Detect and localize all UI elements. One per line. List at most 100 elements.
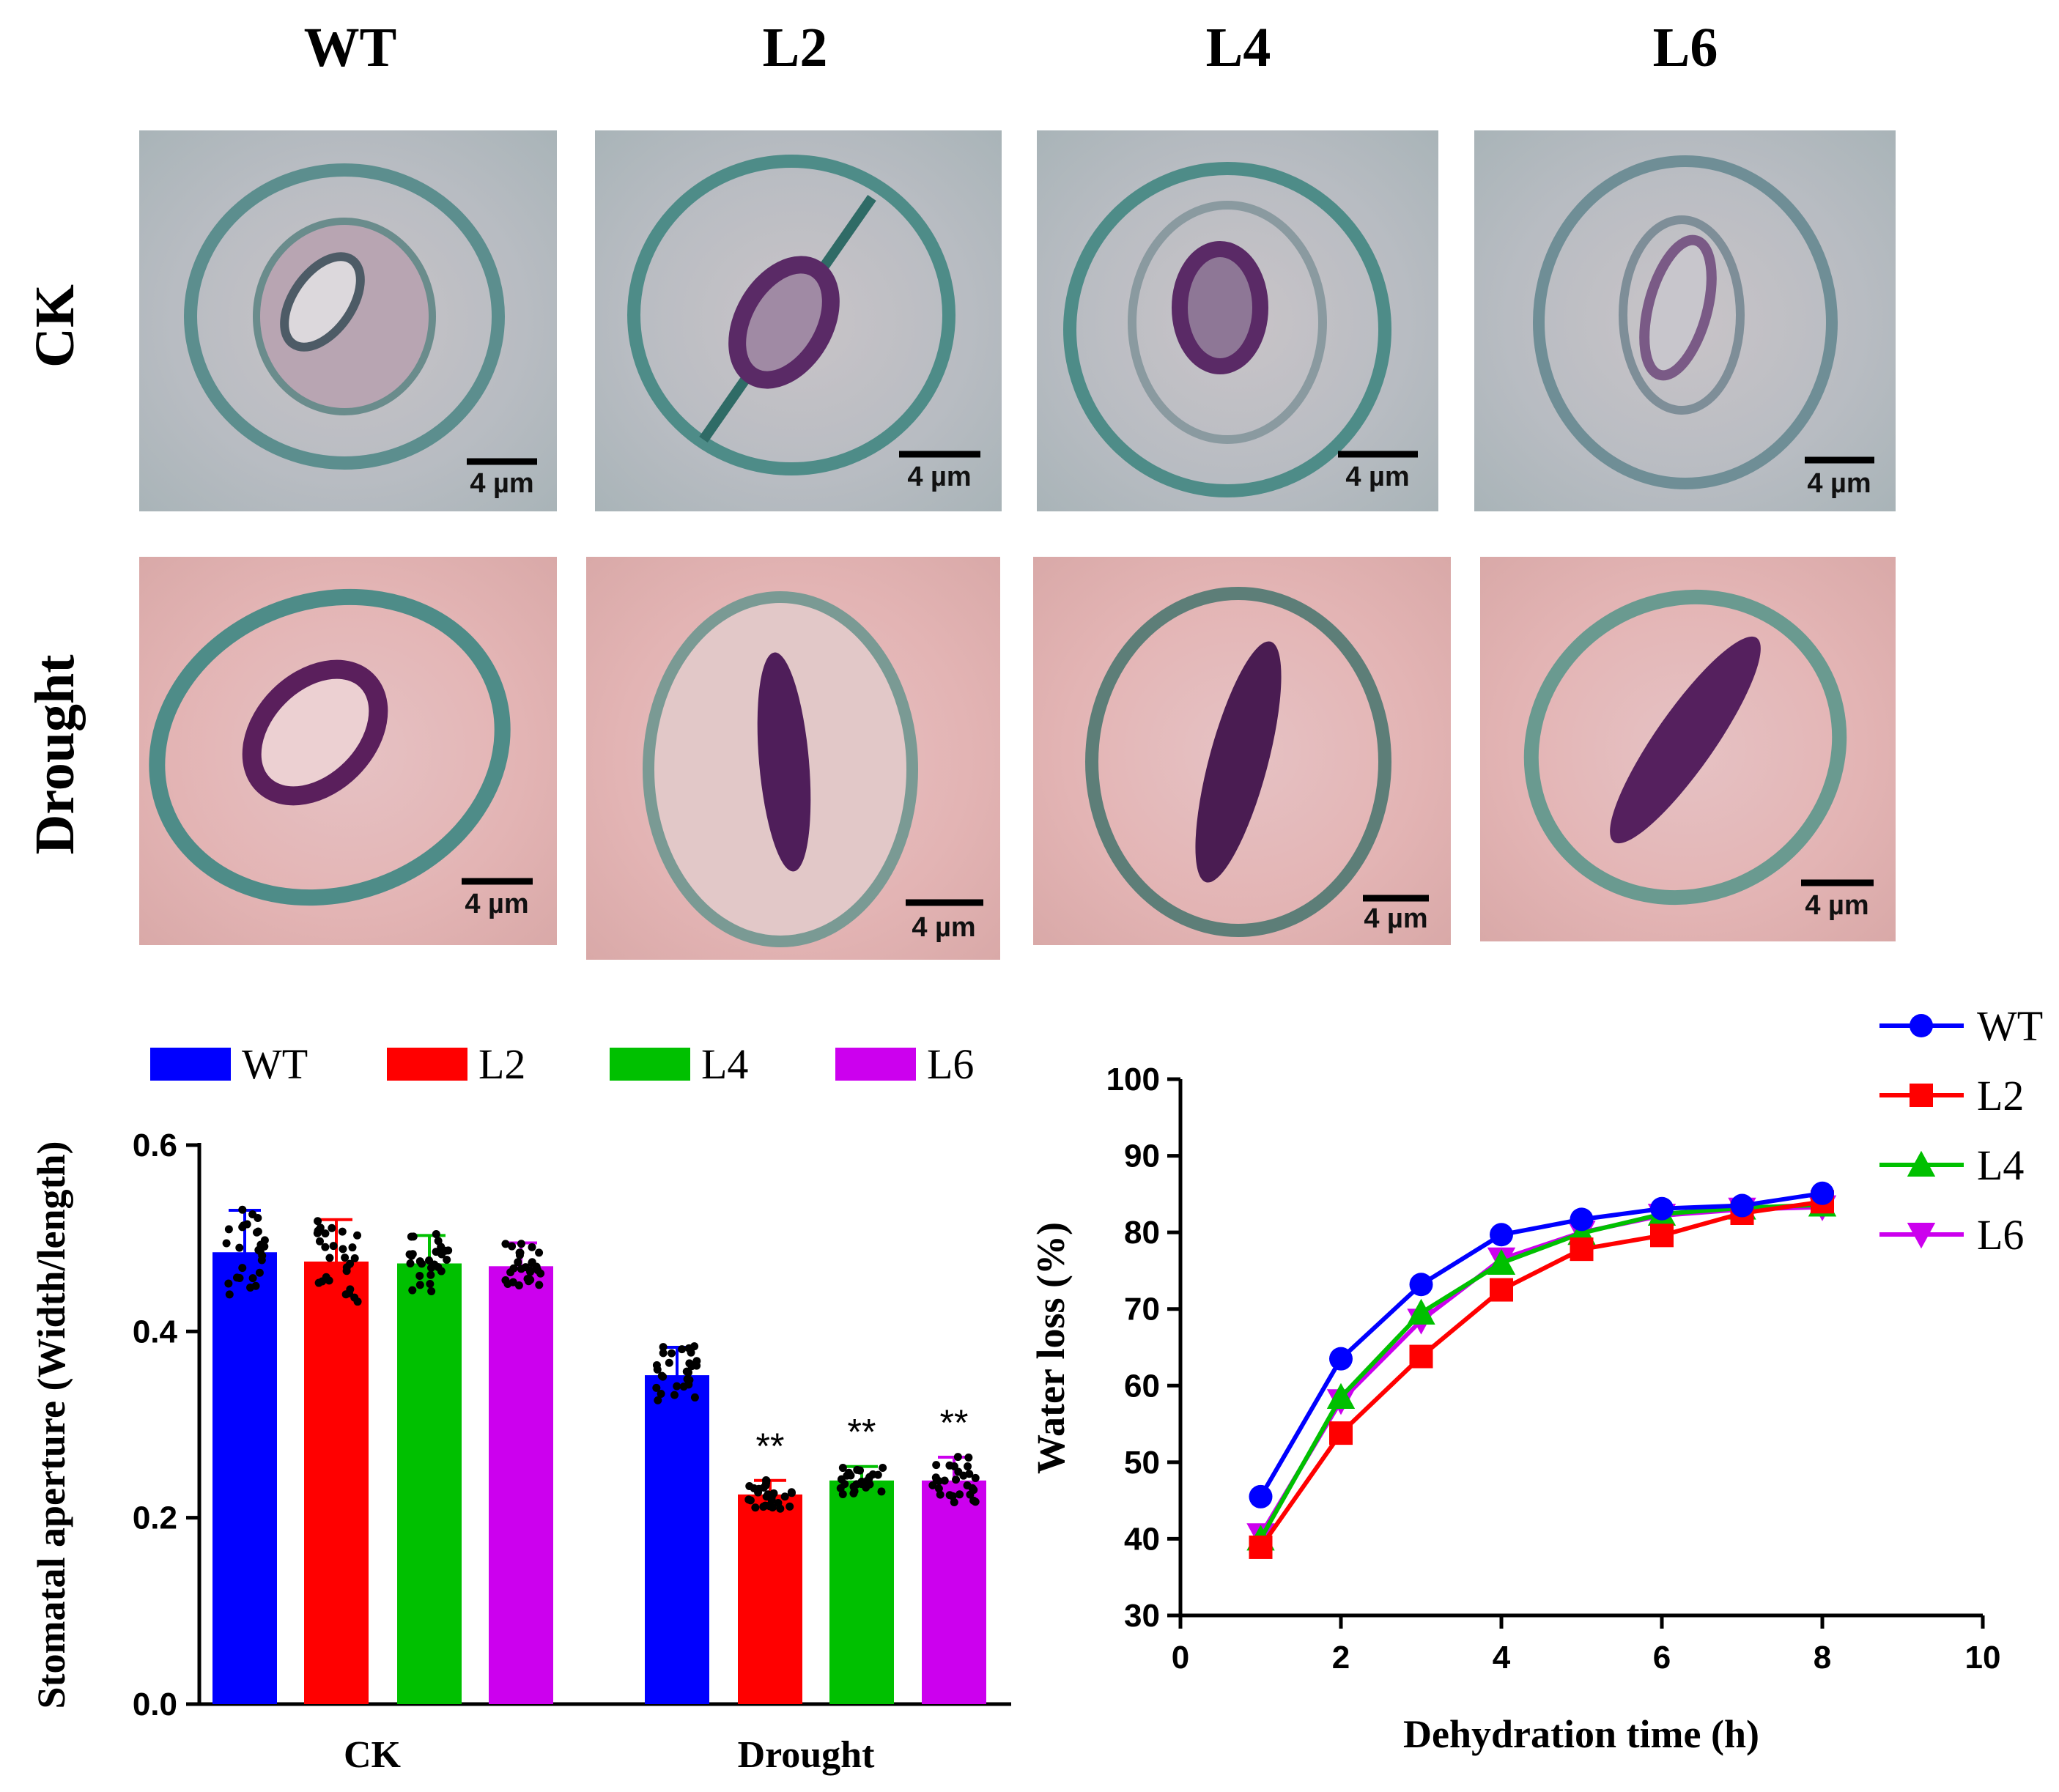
data-dot [243, 1220, 251, 1229]
data-dot [535, 1281, 544, 1289]
scale-bar: 4 µm [899, 451, 980, 492]
data-dot [222, 1239, 231, 1248]
data-dot [838, 1464, 847, 1473]
micrograph-grid [139, 130, 1896, 960]
data-dot [969, 1486, 978, 1495]
scale-bar-label: 4 µm [1364, 903, 1427, 934]
data-dot [255, 1268, 264, 1277]
data-dot [780, 1492, 789, 1501]
data-dot [766, 1502, 775, 1511]
data-dot [523, 1275, 532, 1284]
bar-y-ticks: 0.0 0.2 0.4 0.6 [133, 1128, 199, 1722]
bar-wt-drought [645, 1375, 709, 1704]
data-dot [844, 1471, 853, 1480]
line-y-tick-label: 30 [1124, 1598, 1160, 1634]
significance-label: ** [756, 1426, 785, 1467]
column-header-wt: WT [304, 17, 397, 78]
data-dot [526, 1267, 535, 1276]
point-wt [1650, 1196, 1674, 1221]
data-dot [754, 1488, 763, 1497]
data-dot [865, 1473, 874, 1481]
line-legend: WT L2 L4 L6 [1879, 1002, 2043, 1259]
data-dot [761, 1481, 770, 1489]
data-dot [685, 1376, 694, 1385]
line-x-tick-label: 2 [1332, 1640, 1350, 1676]
data-dot [238, 1264, 247, 1273]
data-dot [877, 1487, 886, 1496]
data-dot [514, 1281, 523, 1290]
data-dot [353, 1231, 362, 1240]
line-y-tick-label: 100 [1106, 1062, 1160, 1097]
data-dot [950, 1497, 958, 1506]
point-wt [1490, 1223, 1513, 1247]
data-dot [346, 1285, 355, 1294]
line-y-axis-label: Water loss (%) [1029, 1222, 1073, 1474]
data-dot [928, 1481, 937, 1489]
data-dot [670, 1391, 679, 1399]
data-dot [509, 1278, 517, 1286]
point-wt [1409, 1273, 1433, 1297]
bar-l2-drought [738, 1494, 802, 1704]
scale-bar-label: 4 µm [1807, 468, 1871, 499]
line-legend-label-l2: L2 [1977, 1072, 2024, 1119]
series-line-l2 [1259, 1199, 1823, 1549]
data-dot [348, 1243, 357, 1252]
series-wt [1249, 1181, 1834, 1508]
data-dot [751, 1503, 760, 1512]
bar-categories: CK Drought [344, 1734, 875, 1776]
micrograph-ck-wt [139, 130, 557, 511]
data-dot [426, 1280, 435, 1289]
bar-y-tick-label: 0.2 [133, 1500, 177, 1536]
column-headers: WT L2 L4 L6 [304, 17, 1718, 78]
scale-bar: 4 µm [1801, 879, 1874, 921]
data-dot [964, 1462, 972, 1471]
data-dot [659, 1349, 668, 1358]
data-dot [225, 1290, 234, 1299]
point-l2 [1329, 1421, 1353, 1445]
line-y-tick-label: 80 [1124, 1215, 1160, 1251]
line-x-tick-label: 0 [1172, 1640, 1189, 1676]
data-dot [665, 1358, 673, 1367]
data-dot [350, 1254, 359, 1263]
scale-bar-label: 4 µm [912, 912, 975, 943]
data-dot [692, 1361, 701, 1370]
line-y-tick-label: 40 [1124, 1521, 1160, 1557]
point-l2 [1650, 1223, 1674, 1248]
data-dot [959, 1471, 968, 1480]
data-dot [936, 1490, 945, 1499]
data-dot [246, 1283, 255, 1292]
data-dot [415, 1272, 424, 1280]
data-dot [248, 1210, 257, 1219]
series-line-l4 [1258, 1202, 1823, 1540]
data-dot [690, 1342, 699, 1351]
data-dot [940, 1476, 949, 1485]
data-dot [678, 1345, 687, 1354]
line-legend-label-wt: WT [1977, 1002, 2043, 1050]
line-x-tick-label: 6 [1653, 1640, 1671, 1676]
data-dot [353, 1297, 362, 1306]
micrograph-drought-wt [139, 557, 557, 945]
data-dot [955, 1490, 964, 1499]
bar-y-tick-label: 0.4 [133, 1314, 178, 1349]
series-line-wt [1258, 1191, 1823, 1498]
bar-legend-swatch-l6 [835, 1048, 916, 1081]
data-dot [838, 1490, 847, 1499]
data-dot [517, 1240, 525, 1248]
data-dot [953, 1453, 962, 1462]
data-dot [432, 1230, 440, 1239]
data-dot [673, 1382, 681, 1391]
data-dot [865, 1480, 874, 1489]
data-dot [932, 1461, 941, 1470]
data-dot [509, 1264, 518, 1273]
point-wt [1249, 1484, 1273, 1508]
bar-legend-swatch-l4 [610, 1048, 690, 1081]
point-l2 [1249, 1535, 1273, 1559]
scale-bar: 4 µm [906, 899, 983, 943]
point-l2 [1490, 1278, 1513, 1302]
line-x-tick-label: 10 [1965, 1640, 2001, 1676]
point-l4 [1407, 1298, 1435, 1325]
data-dot [879, 1463, 887, 1472]
data-dot [235, 1274, 244, 1283]
bar-legend-label-l6: L6 [927, 1040, 974, 1088]
row-header-drought: Drought [24, 654, 86, 854]
